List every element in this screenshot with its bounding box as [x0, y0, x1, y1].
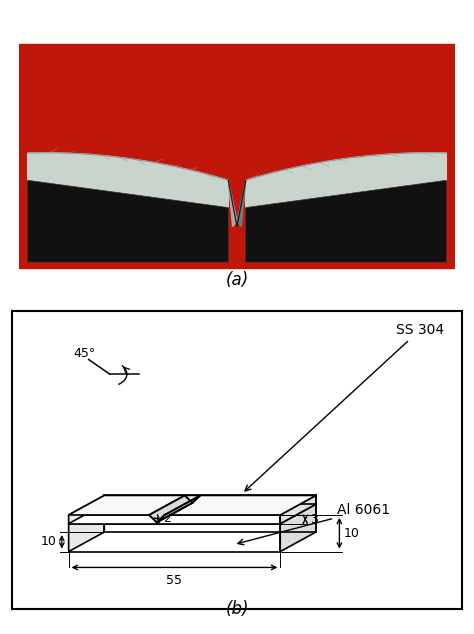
Polygon shape [27, 153, 228, 207]
Text: (a): (a) [225, 271, 249, 289]
Text: 45°: 45° [73, 347, 96, 359]
Polygon shape [246, 180, 447, 262]
Bar [19, 44, 455, 268]
Polygon shape [69, 495, 316, 515]
Polygon shape [69, 515, 280, 524]
Text: 3: 3 [310, 513, 318, 526]
Polygon shape [280, 504, 316, 552]
Polygon shape [280, 495, 316, 524]
Polygon shape [246, 153, 447, 207]
Polygon shape [69, 504, 104, 552]
Text: Al 6061: Al 6061 [238, 503, 390, 545]
Polygon shape [149, 495, 192, 522]
Text: 10: 10 [344, 527, 360, 540]
Text: SS 304: SS 304 [245, 323, 445, 491]
Polygon shape [69, 524, 280, 552]
Polygon shape [69, 495, 104, 524]
Polygon shape [237, 180, 246, 226]
Text: (b): (b) [225, 600, 249, 618]
Polygon shape [27, 180, 228, 262]
Text: 2: 2 [163, 512, 171, 525]
Text: 10: 10 [40, 535, 56, 548]
Polygon shape [157, 495, 200, 522]
Text: 55: 55 [166, 574, 182, 587]
Polygon shape [69, 504, 316, 524]
Polygon shape [228, 180, 237, 226]
